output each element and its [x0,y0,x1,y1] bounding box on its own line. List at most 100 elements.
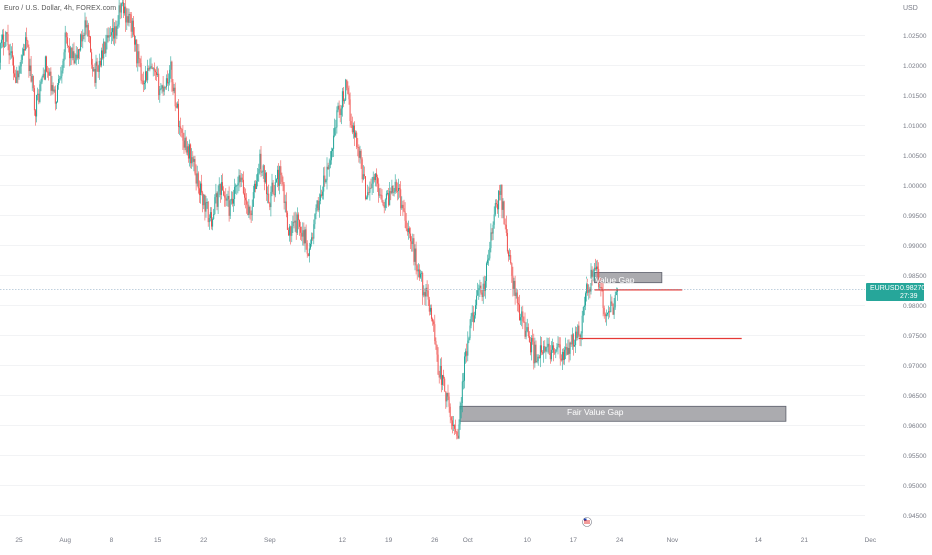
candle-body [246,200,248,205]
candle-body [370,187,372,189]
candle-body [476,295,478,306]
candle-body [119,5,121,13]
candle-body [83,35,85,36]
time-tick-label: 26 [431,537,439,544]
candle-body [347,87,349,94]
candle-body [274,182,276,196]
candle-body [174,87,176,107]
candle-body [553,345,555,353]
candle-body [539,345,541,359]
candle-body [594,267,596,270]
candle-body [253,183,255,193]
candle-body [41,77,43,82]
candle-body [484,280,486,291]
candle-body [156,72,157,75]
candle-body [223,190,225,196]
candle-body [437,354,439,375]
candle-body [523,321,525,323]
price-tick-label: 0.99000 [903,243,927,250]
price-tick-label: 0.99500 [903,213,927,220]
candle-body [587,284,589,293]
candle-body [97,65,99,72]
us-flag-event-icon[interactable] [582,517,592,527]
candle-body [504,224,506,226]
candle-body [354,125,355,138]
fvg-upper-label: Fair Value Gap [578,275,635,285]
candle-body [164,86,166,88]
candle-body [405,220,407,229]
candle-body [57,85,58,102]
candle-body [448,396,450,407]
candle-body [417,269,419,272]
candle-body [439,366,441,378]
candle-body [505,224,507,233]
candle-body [127,16,129,23]
candle-body [267,193,269,195]
candle-body [391,185,393,194]
candle-body [70,47,72,59]
candle-body [312,237,314,239]
candle-body [327,166,329,170]
candle-body [435,341,437,345]
candle-body [264,172,266,183]
candle-body [117,24,119,27]
price-tick-label: 0.97500 [903,333,927,340]
candle-body [431,307,432,319]
candle-body [107,35,109,38]
candle-body [592,271,594,277]
candle-body [390,191,392,194]
candle-body [98,60,100,72]
annotation-boxes[interactable] [459,272,787,422]
candle-body [530,342,531,353]
candle-body [490,232,492,249]
time-tick-label: 12 [339,537,347,544]
candle-body [109,35,111,37]
candle-body [597,266,599,269]
candle-body [329,160,331,166]
price-axis[interactable]: 1.02500 1.02000 1.01500 1.01000 1.00500 1.000… [903,33,927,520]
candle-body [60,76,62,79]
candle-body [187,146,189,159]
candle-body [436,344,438,355]
candle-body [178,103,179,127]
level-lines[interactable] [578,289,742,340]
candle-body [116,26,118,36]
candle-body [146,71,148,81]
candle-body [336,110,338,128]
candle-body [581,315,583,334]
candle-body [95,61,97,83]
candle-body [209,212,211,219]
candle-body [179,126,181,128]
candle-body [338,105,340,110]
candle-body [603,307,605,315]
candle-body [24,49,25,51]
time-axis[interactable]: 25 Aug 8 15 22 Sep 12 19 26 Oct 10 17 24 Nov 14 21 Dec [15,537,877,544]
candle-body [425,287,427,297]
candle-body [372,176,374,184]
candle-body [558,343,560,345]
candle-body [612,303,614,315]
badge-symbol: EURUSD [870,285,900,292]
candle-body [0,39,2,44]
time-tick-label: Oct [463,537,473,544]
candle-body [571,334,573,345]
time-tick-label: 8 [110,537,114,544]
candle-body [576,331,578,338]
candle-body [86,24,88,28]
candle-body [423,292,425,296]
candle-body [165,78,167,88]
candle-body [362,174,364,180]
candle-body [140,63,142,81]
candle-body [604,314,606,317]
candle-body [357,147,359,148]
candle-body [49,71,51,76]
candle-body [128,13,130,23]
candle-body [300,226,302,233]
candle-body [506,232,508,252]
candle-body [195,173,197,184]
last-price-badge[interactable]: EURUSD 0.98270 27:39 [866,283,925,301]
candle-body [445,391,447,402]
candle-body [285,201,287,213]
